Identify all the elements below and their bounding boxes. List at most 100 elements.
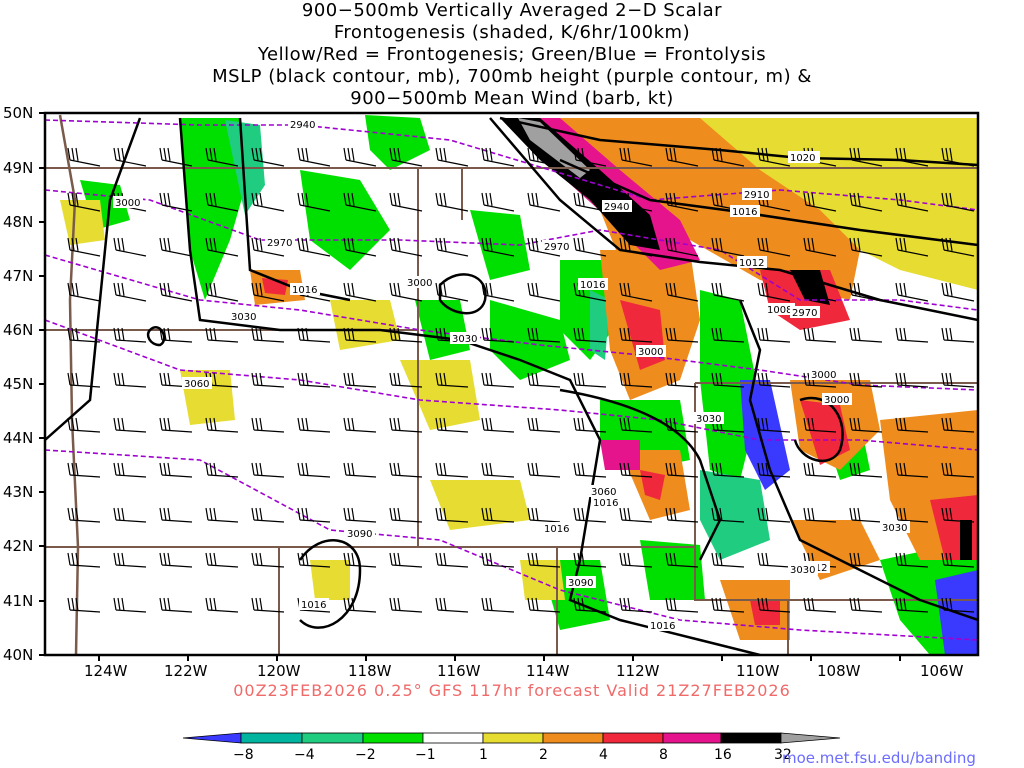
- wind-barb: [619, 597, 653, 613]
- wind-barb: [941, 462, 975, 478]
- wind-barb: [665, 597, 699, 613]
- wind-barb: [67, 597, 101, 613]
- lat-label: 49N: [3, 159, 34, 177]
- colorbar-label: 2: [539, 747, 548, 763]
- wind-barb: [113, 597, 147, 613]
- isobar-label: 1016: [544, 524, 569, 535]
- wind-barb: [895, 282, 929, 302]
- wind-barb: [251, 237, 285, 257]
- wind-barb: [527, 372, 561, 388]
- wind-barb: [665, 237, 699, 257]
- wind-barb: [803, 327, 837, 343]
- wind-barb: [343, 552, 377, 568]
- wind-barb: [665, 282, 699, 302]
- wind-barb: [895, 597, 929, 613]
- wind-barb: [205, 462, 239, 478]
- wind-barb: [711, 507, 745, 523]
- lon-label: 112W: [616, 662, 660, 680]
- height-label: 3000: [638, 347, 663, 358]
- wind-barb: [757, 372, 791, 388]
- wind-barb: [67, 507, 101, 523]
- source-url[interactable]: moe.met.fsu.edu/banding: [782, 749, 976, 767]
- wind-barb: [159, 192, 193, 212]
- wind-barb: [205, 327, 239, 343]
- wind-barb: [619, 417, 653, 433]
- wind-barb: [297, 372, 331, 388]
- wind-barb: [941, 282, 975, 302]
- colorbar: [182, 732, 841, 744]
- wind-barb: [803, 282, 837, 302]
- wind-barb: [527, 552, 561, 568]
- wind-barb: [527, 237, 561, 257]
- wind-barb: [205, 282, 239, 302]
- wind-barb: [757, 417, 791, 433]
- wind-barb: [527, 597, 561, 613]
- height-label: 3030: [696, 414, 721, 425]
- wind-barb: [481, 372, 515, 388]
- wind-barb: [205, 417, 239, 433]
- colorbar-label: 32: [774, 747, 792, 763]
- wind-barb: [481, 282, 515, 302]
- wind-barb: [159, 372, 193, 388]
- wind-barb: [435, 192, 469, 212]
- wind-barb: [941, 327, 975, 343]
- wind-barb: [67, 552, 101, 568]
- colorbar-label: 4: [599, 747, 608, 763]
- wind-barb: [941, 372, 975, 388]
- wind-barb: [573, 237, 607, 257]
- wind-barb: [297, 147, 331, 167]
- wind-barb: [619, 282, 653, 302]
- wind-barb: [573, 372, 607, 388]
- isobar-label: 1016: [650, 621, 675, 632]
- wind-barb: [251, 147, 285, 167]
- height-label: 3000: [115, 198, 140, 209]
- tick-marks: [39, 112, 901, 661]
- height-label: 3090: [568, 578, 593, 589]
- wind-barb: [665, 552, 699, 568]
- wind-barb: [251, 327, 285, 343]
- height-label: 3030: [452, 334, 477, 345]
- isobar-label: 1012: [739, 258, 764, 269]
- wind-barb: [297, 327, 331, 343]
- lon-label: 116W: [437, 662, 481, 680]
- wind-barb: [619, 552, 653, 568]
- wind-barb: [849, 462, 883, 478]
- wind-barb: [895, 552, 929, 568]
- wind-barb: [849, 192, 883, 212]
- wind-barb: [619, 507, 653, 523]
- wind-barb: [619, 462, 653, 478]
- wind-barb: [895, 507, 929, 523]
- isobar-label: 1008: [767, 305, 792, 316]
- wind-barb: [573, 417, 607, 433]
- wind-barb: [343, 372, 377, 388]
- wind-barb: [113, 462, 147, 478]
- lon-label: 118W: [348, 662, 392, 680]
- wind-barb: [711, 237, 745, 257]
- wind-barb: [297, 192, 331, 212]
- wind-barb: [205, 147, 239, 167]
- wind-barb: [435, 462, 469, 478]
- wind-barb: [573, 552, 607, 568]
- wind-barb: [481, 192, 515, 212]
- wind-barb: [251, 192, 285, 212]
- wind-barb: [481, 507, 515, 523]
- wind-barb: [527, 462, 561, 478]
- wind-barb: [343, 192, 377, 212]
- wind-barb: [389, 507, 423, 523]
- title-line-3: Yellow/Red = Frontogenesis; Green/Blue =…: [257, 44, 767, 65]
- height-label: 3030: [231, 312, 256, 323]
- wind-barb: [297, 417, 331, 433]
- wind-barb: [665, 372, 699, 388]
- wind-barb: [665, 507, 699, 523]
- height-label: 3000: [811, 370, 836, 381]
- wind-barb: [527, 327, 561, 343]
- wind-barb: [113, 282, 147, 302]
- wind-barb: [481, 327, 515, 343]
- title-line-5: 900−500mb Mean Wind (barb, kt): [350, 88, 674, 109]
- wind-barb: [941, 237, 975, 257]
- height-label: 2910: [744, 190, 769, 201]
- lat-label: 42N: [3, 537, 34, 555]
- wind-barb: [343, 597, 377, 613]
- isobar-label: 1016: [593, 498, 618, 509]
